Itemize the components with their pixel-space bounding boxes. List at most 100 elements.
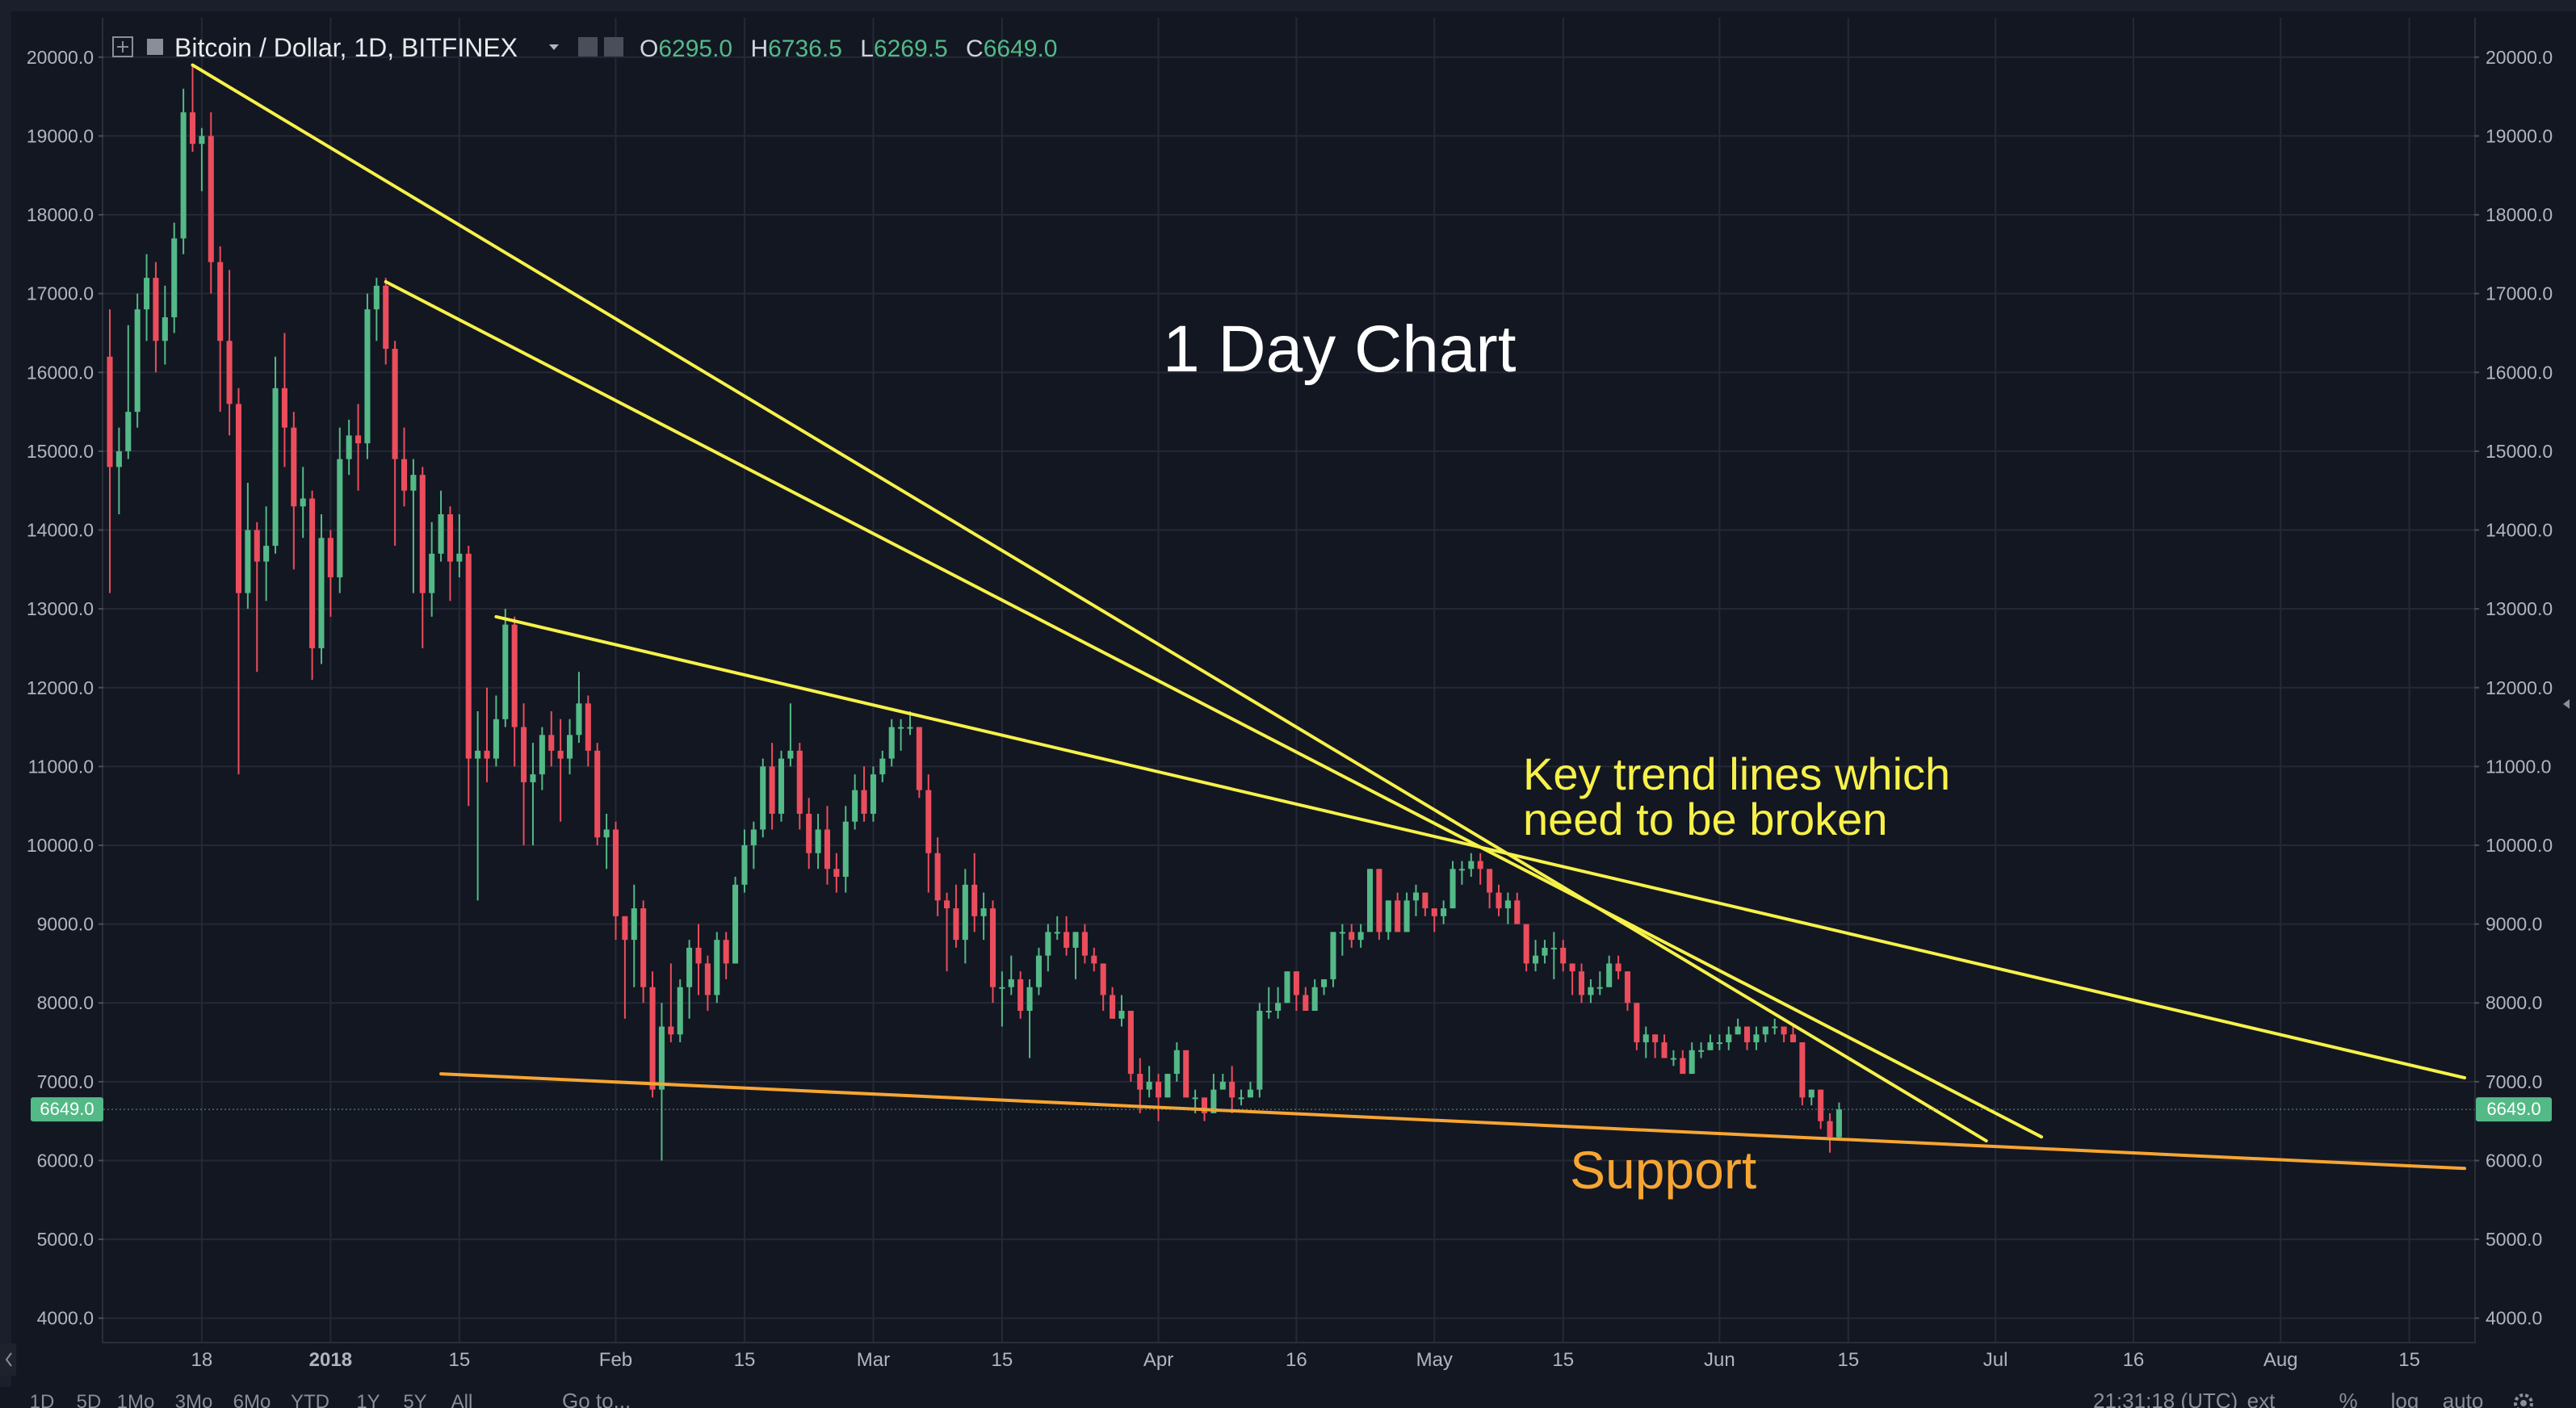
candle[interactable] (1229, 1066, 1236, 1113)
range-button[interactable]: 6Mo (233, 1391, 271, 1408)
candle[interactable] (1091, 947, 1097, 972)
candle[interactable] (668, 963, 674, 1043)
candle[interactable] (115, 427, 122, 514)
candle[interactable] (1827, 1113, 1833, 1153)
candle[interactable] (612, 821, 619, 941)
candle[interactable] (337, 427, 343, 593)
candle[interactable] (1293, 971, 1299, 1011)
candle[interactable] (410, 459, 417, 593)
candle[interactable] (870, 766, 876, 822)
candle[interactable] (1303, 987, 1309, 1011)
candle[interactable] (1468, 853, 1475, 878)
settings-gear-icon[interactable] (2514, 1393, 2533, 1408)
candle[interactable] (272, 356, 279, 554)
candle[interactable] (842, 806, 849, 893)
candle[interactable] (1458, 861, 1465, 885)
candle[interactable] (521, 703, 527, 845)
range-button[interactable]: 3Mo (175, 1391, 213, 1408)
candle[interactable] (1431, 908, 1437, 932)
candle[interactable] (567, 719, 573, 775)
candle[interactable] (162, 285, 168, 365)
candle[interactable] (1596, 971, 1603, 995)
candle[interactable] (1615, 955, 1622, 979)
candle[interactable] (1284, 971, 1290, 1004)
candle[interactable] (852, 774, 858, 830)
candle[interactable] (1487, 869, 1493, 909)
candle[interactable] (475, 711, 481, 901)
candle[interactable] (585, 695, 591, 767)
candle[interactable] (1357, 924, 1364, 948)
candle[interactable] (704, 955, 711, 1011)
candle[interactable] (401, 427, 408, 507)
candle[interactable] (208, 112, 214, 294)
candle[interactable] (447, 506, 453, 601)
candle[interactable] (1735, 1018, 1741, 1035)
candle[interactable] (438, 490, 444, 562)
settings-square-icon[interactable] (578, 37, 598, 57)
candle[interactable] (355, 404, 362, 491)
candle[interactable] (879, 750, 886, 782)
candle[interactable] (107, 309, 113, 593)
candle[interactable] (1072, 932, 1079, 979)
candle[interactable] (1578, 963, 1585, 1004)
candle[interactable] (1542, 940, 1548, 964)
candle[interactable] (1054, 916, 1060, 941)
range-button[interactable]: 1Y (356, 1391, 380, 1408)
toggle-ext[interactable]: ext (2247, 1389, 2276, 1408)
candle[interactable] (309, 490, 316, 680)
candle[interactable] (484, 687, 490, 782)
candle[interactable] (1606, 955, 1613, 987)
candle[interactable] (1670, 1050, 1676, 1066)
trend-line[interactable] (191, 63, 1988, 1143)
candle[interactable] (502, 609, 509, 727)
candle[interactable] (1624, 971, 1630, 1011)
candle[interactable] (787, 703, 794, 767)
candle[interactable] (1533, 940, 1539, 972)
toggle-log[interactable]: log (2391, 1389, 2419, 1408)
candle[interactable] (263, 506, 270, 601)
candle[interactable] (254, 522, 260, 673)
candle[interactable] (1450, 861, 1456, 909)
candle[interactable] (383, 278, 389, 365)
trend-line[interactable] (384, 280, 2044, 1139)
candle[interactable] (1311, 978, 1318, 1011)
candle[interactable] (511, 616, 518, 767)
candle[interactable] (1321, 978, 1328, 995)
candle[interactable] (594, 743, 601, 845)
candle[interactable] (1173, 1042, 1180, 1082)
candle[interactable] (1017, 971, 1024, 1019)
candle[interactable] (1376, 869, 1382, 941)
candle[interactable] (695, 924, 702, 995)
candle[interactable] (1127, 1011, 1134, 1082)
candle[interactable] (300, 467, 306, 538)
candle[interactable] (539, 727, 545, 790)
add-symbol-icon[interactable] (112, 36, 133, 57)
eye-square-icon[interactable] (604, 37, 623, 57)
candle[interactable] (281, 333, 287, 467)
range-button[interactable]: All (451, 1391, 473, 1408)
candle[interactable] (1385, 900, 1391, 941)
candle[interactable] (153, 262, 159, 373)
candle[interactable] (769, 743, 775, 830)
candle[interactable] (199, 128, 205, 191)
candle[interactable] (962, 869, 968, 964)
candle[interactable] (327, 530, 334, 617)
candle[interactable] (1422, 892, 1429, 916)
candle[interactable] (134, 293, 141, 428)
candle[interactable] (189, 65, 196, 152)
candle[interactable] (1689, 1042, 1695, 1075)
candle[interactable] (760, 758, 766, 838)
candle[interactable] (291, 412, 297, 570)
candle[interactable] (649, 971, 656, 1098)
range-button[interactable]: YTD (291, 1391, 329, 1408)
candle[interactable] (465, 546, 472, 807)
candle[interactable] (1762, 1026, 1768, 1043)
candle[interactable] (980, 892, 987, 941)
candle[interactable] (640, 900, 647, 1004)
candle[interactable] (180, 88, 187, 254)
candle[interactable] (493, 695, 499, 767)
toggle-percent[interactable]: % (2339, 1389, 2357, 1408)
candle[interactable] (989, 900, 996, 1004)
candle[interactable] (1707, 1034, 1714, 1050)
candlestick-series[interactable] (107, 65, 1842, 1161)
